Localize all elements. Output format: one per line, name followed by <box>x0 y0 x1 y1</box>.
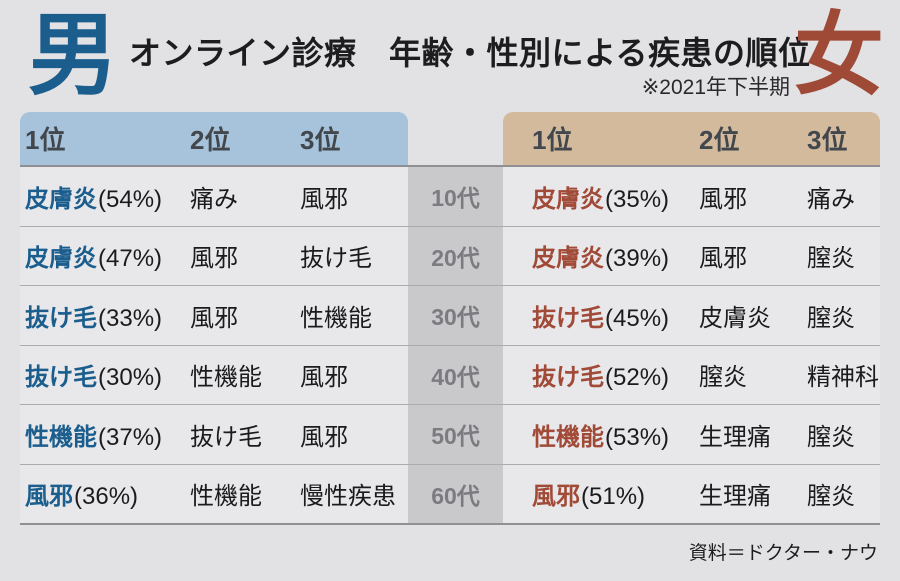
male-rank1-header: 1位 <box>25 125 66 155</box>
male-rank1-disease: 皮膚炎 <box>25 245 97 273</box>
male-rank3-cell: 風邪 <box>300 423 348 451</box>
male-rank2-cell: 痛み <box>190 185 238 213</box>
male-rank1-disease: 抜け毛 <box>25 364 97 392</box>
data-source: 資料＝ドクター・ナウ <box>688 543 878 564</box>
male-rank1-disease: 皮膚炎 <box>25 185 97 213</box>
male-symbol: 男 <box>28 2 118 108</box>
age-label: 40代 <box>408 345 503 404</box>
table-row-40s: 抜け毛(30%) 性機能 風邪 40代 抜け毛(52%) 膣炎 精神科 <box>20 345 880 405</box>
male-rank2-cell: 性機能 <box>190 364 262 392</box>
age-label: 30代 <box>408 286 503 345</box>
table-row-30s: 抜け毛(33%) 風邪 性機能 30代 抜け毛(45%) 皮膚炎 膣炎 <box>20 286 880 346</box>
male-table-header: 1位 2位 3位 <box>20 112 408 165</box>
male-rank1-cell: 風邪(36%) <box>20 476 188 511</box>
female-rank2-cell: 生理痛 <box>699 483 771 511</box>
male-rank1-disease: 抜け毛 <box>25 304 97 332</box>
male-rank1-disease: 風邪 <box>25 483 73 511</box>
male-rank1-percent: (33%) <box>98 304 163 332</box>
male-rank2-header: 2位 <box>190 125 231 155</box>
female-rank2-cell: 膣炎 <box>699 364 747 392</box>
female-rank1-cell: 皮膚炎(39%) <box>503 238 697 273</box>
female-rank1-cell: 性機能(53%) <box>503 417 697 452</box>
table-row-60s: 風邪(36%) 性機能 慢性疾患 60代 風邪(51%) 生理痛 膣炎 <box>20 464 880 525</box>
table-body: 皮膚炎(54%) 痛み 風邪 10代 皮膚炎(35%) 風邪 痛み 皮膚炎(47… <box>20 165 880 525</box>
female-symbol: 女 <box>794 2 884 108</box>
female-rank1-disease: 抜け毛 <box>532 364 604 392</box>
male-rank2-cell: 風邪 <box>190 304 238 332</box>
female-rank3-cell: 痛み <box>807 185 855 213</box>
male-rank3-cell: 風邪 <box>300 185 348 213</box>
female-rank2-cell: 風邪 <box>699 245 747 273</box>
female-rank1-percent: (51%) <box>581 483 646 511</box>
female-rank1-percent: (53%) <box>605 423 670 451</box>
table-row-10s: 皮膚炎(54%) 痛み 風邪 10代 皮膚炎(35%) 風邪 痛み <box>20 167 880 227</box>
age-label: 10代 <box>408 167 503 226</box>
female-rank1-cell: 皮膚炎(35%) <box>503 179 697 214</box>
male-rank1-percent: (54%) <box>98 185 163 213</box>
age-label: 60代 <box>408 464 503 523</box>
male-rank3-cell: 慢性疾患 <box>300 483 396 511</box>
table-row-20s: 皮膚炎(47%) 風邪 抜け毛 20代 皮膚炎(39%) 風邪 膣炎 <box>20 226 880 286</box>
female-rank3-cell: 精神科 <box>807 364 879 392</box>
female-rank3-cell: 膣炎 <box>807 304 855 332</box>
female-rank1-cell: 風邪(51%) <box>503 476 697 511</box>
female-rank2-cell: 風邪 <box>699 185 747 213</box>
female-rank1-disease: 皮膚炎 <box>532 245 604 273</box>
male-rank3-cell: 風邪 <box>300 364 348 392</box>
female-rank1-cell: 抜け毛(52%) <box>503 357 697 392</box>
male-rank1-cell: 性機能(37%) <box>20 417 188 452</box>
male-rank2-cell: 性機能 <box>190 483 262 511</box>
male-rank1-cell: 皮膚炎(54%) <box>20 179 188 214</box>
male-rank3-cell: 性機能 <box>300 304 372 332</box>
female-rank1-disease: 皮膚炎 <box>532 185 604 213</box>
female-rank2-header: 2位 <box>699 125 740 155</box>
female-rank3-cell: 膣炎 <box>807 423 855 451</box>
male-rank1-cell: 抜け毛(33%) <box>20 298 188 333</box>
female-rank3-cell: 膣炎 <box>807 245 855 273</box>
male-rank1-percent: (30%) <box>98 364 163 392</box>
female-rank1-disease: 抜け毛 <box>532 304 604 332</box>
age-label: 20代 <box>408 226 503 285</box>
female-rank1-percent: (39%) <box>605 245 670 273</box>
female-rank1-percent: (35%) <box>605 185 670 213</box>
male-rank1-percent: (37%) <box>98 423 163 451</box>
female-rank2-cell: 皮膚炎 <box>699 304 771 332</box>
female-rank1-cell: 抜け毛(45%) <box>503 298 697 333</box>
female-rank2-cell: 生理痛 <box>699 423 771 451</box>
male-rank3-header: 3位 <box>300 125 341 155</box>
page-title: オンライン診療 年齢・性別による疾患の順位 <box>129 35 811 71</box>
age-label: 50代 <box>408 405 503 464</box>
male-rank2-cell: 風邪 <box>190 245 238 273</box>
male-rank3-cell: 抜け毛 <box>300 245 372 273</box>
female-rank3-cell: 膣炎 <box>807 483 855 511</box>
female-table-header: 1位 2位 3位 <box>503 112 880 165</box>
female-rank1-disease: 性機能 <box>532 423 604 451</box>
female-rank1-percent: (52%) <box>605 364 670 392</box>
female-rank3-header: 3位 <box>807 125 848 155</box>
male-rank1-cell: 皮膚炎(47%) <box>20 238 188 273</box>
female-rank1-percent: (45%) <box>605 304 670 332</box>
female-rank1-header: 1位 <box>532 125 573 155</box>
male-rank1-percent: (36%) <box>74 483 139 511</box>
female-rank1-disease: 風邪 <box>532 483 580 511</box>
male-rank1-percent: (47%) <box>98 245 163 273</box>
table-row-50s: 性機能(37%) 抜け毛 風邪 50代 性機能(53%) 生理痛 膣炎 <box>20 405 880 465</box>
male-rank1-cell: 抜け毛(30%) <box>20 357 188 392</box>
period-note: ※2021年下半期 <box>641 76 790 99</box>
male-rank1-disease: 性機能 <box>25 423 97 451</box>
male-rank2-cell: 抜け毛 <box>190 423 262 451</box>
